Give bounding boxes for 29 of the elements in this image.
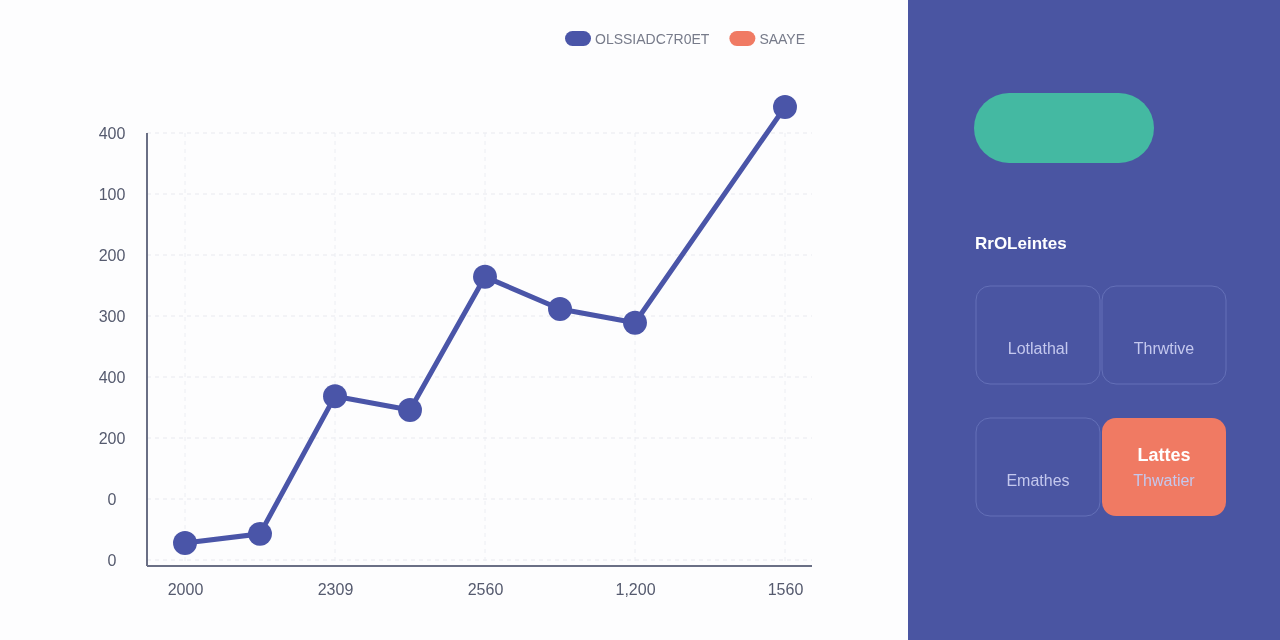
text: Lattes <box>1137 445 1191 465</box>
text: 300 <box>98 308 126 325</box>
point <box>248 521 272 546</box>
text: Lotlathal <box>1007 340 1069 357</box>
text: 0 <box>107 491 117 508</box>
x-tick-label: 1,200 <box>615 581 656 599</box>
text: Thwatier <box>1133 472 1196 489</box>
point <box>398 398 422 422</box>
x-tick-label: 2560 <box>467 581 504 599</box>
legend-label: SAAYE <box>759 31 806 47</box>
text: Thrwtive <box>1133 340 1195 357</box>
text: 400 <box>98 369 126 386</box>
point <box>548 297 572 321</box>
x-tick-label: 1560 <box>767 581 804 599</box>
text: Emathes <box>1006 472 1070 489</box>
point <box>173 531 197 555</box>
point <box>473 264 497 289</box>
point <box>773 95 797 119</box>
point <box>323 384 347 409</box>
text: 0 <box>107 552 117 569</box>
point <box>623 310 647 335</box>
legend-label: OLSSIADC7R0ET <box>595 31 710 47</box>
text: RrOLeintes <box>975 234 1067 253</box>
x-tick-label: 2309 <box>317 581 354 599</box>
text: 100 <box>98 186 126 203</box>
x-tick-label: 2000 <box>167 581 204 599</box>
text: 200 <box>98 247 126 264</box>
text: 400 <box>98 125 126 142</box>
text: 200 <box>98 430 126 447</box>
